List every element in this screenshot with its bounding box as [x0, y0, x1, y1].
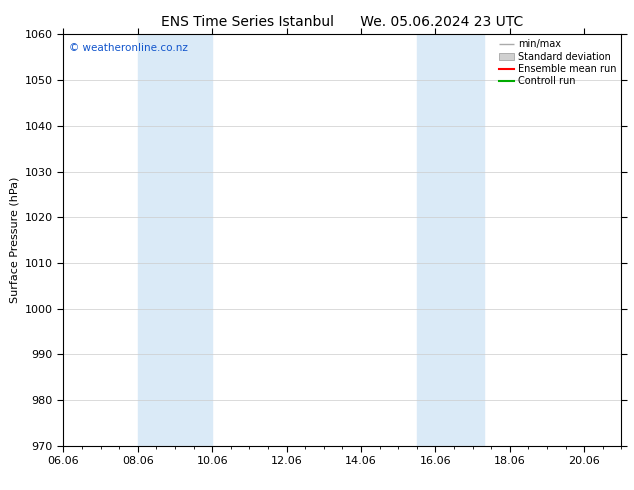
Text: © weatheronline.co.nz: © weatheronline.co.nz — [69, 43, 188, 52]
Y-axis label: Surface Pressure (hPa): Surface Pressure (hPa) — [10, 177, 19, 303]
Bar — [138, 34, 212, 446]
Legend: min/max, Standard deviation, Ensemble mean run, Controll run: min/max, Standard deviation, Ensemble me… — [496, 36, 619, 89]
Title: ENS Time Series Istanbul      We. 05.06.2024 23 UTC: ENS Time Series Istanbul We. 05.06.2024 … — [161, 15, 524, 29]
Bar — [417, 34, 484, 446]
